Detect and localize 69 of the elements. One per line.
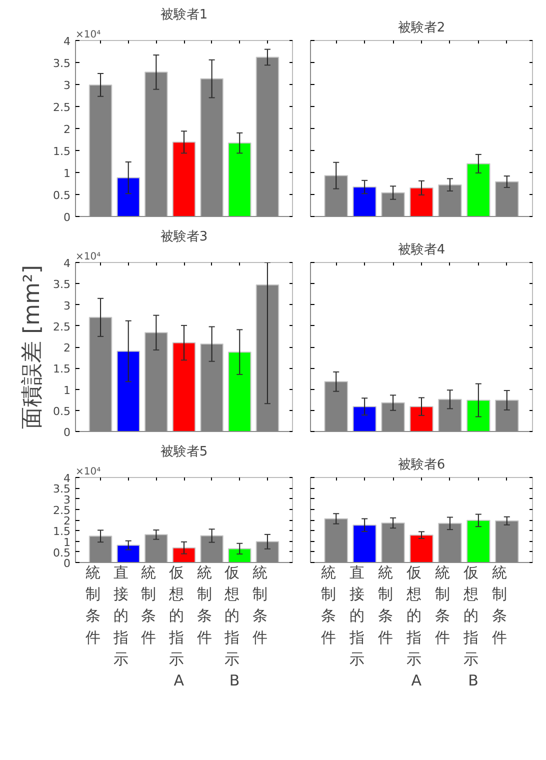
x-tick-label: 統制条件 bbox=[378, 564, 394, 646]
x-tick-label: 統制条件 bbox=[434, 564, 450, 646]
bar bbox=[228, 352, 252, 432]
y-tick-label: 2.5 bbox=[53, 320, 71, 334]
chart-title: 被験者4 bbox=[398, 242, 446, 258]
y-axis-title: 面積誤差 [mm²] bbox=[20, 265, 46, 429]
bar bbox=[410, 534, 434, 562]
chart-title: 被験者2 bbox=[398, 20, 446, 36]
bar bbox=[410, 187, 434, 216]
y-tick-label: 0 bbox=[64, 426, 70, 439]
bar bbox=[466, 400, 490, 432]
y-tick-label: 0.5 bbox=[53, 404, 71, 418]
y-tick-label: 3.5 bbox=[53, 57, 71, 70]
bar bbox=[228, 142, 252, 216]
y-tick-label: 1.5 bbox=[53, 145, 71, 158]
x-tick-label: 仮想的指示B bbox=[462, 564, 478, 690]
y-tick-label: 0.5 bbox=[53, 546, 71, 560]
annotation: ×10⁴ bbox=[76, 252, 101, 262]
y-tick-label: 2.5 bbox=[53, 504, 71, 517]
x-tick-label: 仮想的指示B bbox=[224, 564, 240, 690]
bar bbox=[116, 177, 140, 216]
y-tick-label: 3.5 bbox=[53, 278, 71, 292]
y-tick-label: 3 bbox=[64, 299, 70, 312]
bar bbox=[410, 406, 434, 432]
y-tick-label: 2.5 bbox=[53, 101, 71, 114]
x-tick-label: 直接的指示 bbox=[348, 564, 365, 668]
chart-title: 被験者3 bbox=[160, 230, 208, 244]
y-tick-label: 2 bbox=[64, 342, 70, 354]
y-tick-label: 0.5 bbox=[53, 189, 71, 202]
x-tick-label: 統制条件 bbox=[196, 564, 212, 646]
y-tick-label: 4 bbox=[64, 472, 70, 485]
chart-title: 被験者1 bbox=[160, 8, 208, 22]
chart-title: 被験者5 bbox=[160, 444, 208, 460]
x-tick-label: 統制条件 bbox=[252, 564, 268, 646]
bar bbox=[172, 342, 196, 432]
x-tick-label: 仮想的指示A bbox=[406, 564, 422, 690]
annotation: ×10⁴ bbox=[76, 30, 101, 40]
bar bbox=[352, 524, 376, 562]
y-tick-label: 2 bbox=[64, 123, 70, 136]
y-tick-label: 0 bbox=[64, 557, 70, 570]
y-tick-label: 1.5 bbox=[53, 362, 71, 376]
text: ×10⁴ bbox=[76, 466, 101, 478]
y-tick-label: 3.5 bbox=[53, 482, 71, 496]
bar bbox=[466, 163, 490, 216]
y-tick-label: 3 bbox=[64, 79, 70, 92]
bar bbox=[172, 142, 196, 216]
bar bbox=[116, 350, 140, 432]
y-tick-label: 1 bbox=[64, 536, 70, 549]
y-tick-label: 1 bbox=[64, 167, 70, 180]
bar bbox=[228, 548, 252, 562]
bar bbox=[352, 186, 376, 216]
y-tick-label: 3 bbox=[64, 493, 70, 506]
y-tick-label: 4 bbox=[64, 35, 70, 48]
x-tick-label: 統制条件 bbox=[492, 564, 507, 646]
bar bbox=[352, 406, 376, 432]
y-tick-label: 2 bbox=[64, 514, 70, 528]
bar bbox=[172, 547, 196, 562]
bar bbox=[116, 544, 140, 562]
y-tick-label: 1.5 bbox=[53, 525, 71, 538]
chart-title: 被験者6 bbox=[398, 458, 446, 472]
y-tick-label: 1 bbox=[64, 384, 70, 397]
y-tick-label: 4 bbox=[64, 257, 70, 270]
x-tick-label: 統制条件 bbox=[141, 564, 156, 646]
bar bbox=[466, 520, 490, 562]
x-tick-label: 仮想的指示A bbox=[168, 564, 185, 690]
x-tick-label: 統制条件 bbox=[86, 564, 101, 646]
x-tick-label: 統制条件 bbox=[321, 564, 336, 646]
y-tick-label: 0 bbox=[64, 211, 70, 224]
x-tick-label: 直接的指示 bbox=[112, 564, 128, 668]
